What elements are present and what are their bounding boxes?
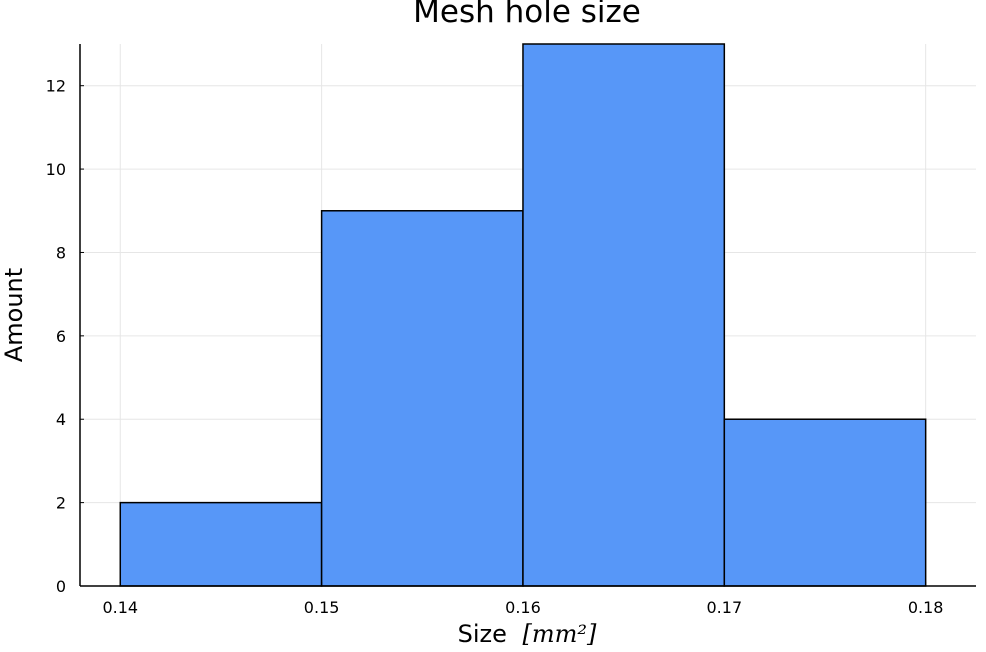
y-tick-label-3: 6: [56, 327, 66, 346]
y-tick-label-1: 2: [56, 494, 66, 513]
histogram-bar-0: [119, 501, 323, 587]
histogram-bar-1: [320, 210, 524, 587]
bars-layer: [119, 43, 927, 587]
y-tick-label-0: 0: [56, 577, 66, 596]
y-tick-label-5: 10: [46, 160, 66, 179]
x-axis-label-text: Size: [458, 620, 507, 648]
y-axis-label: Amount: [0, 268, 28, 362]
x-axis-label-unit: [mm²]: [523, 620, 598, 648]
y-tick-label-6: 12: [46, 77, 66, 96]
x-tick-label-2: 0.16: [505, 598, 541, 617]
ticks-layer: 0.14 0.15 0.16 0.17 0.18 0 2 4 6 8 10 12: [46, 77, 944, 617]
x-tick-label-1: 0.15: [304, 598, 340, 617]
histogram-bar-3: [723, 418, 927, 587]
x-tick-label-3: 0.17: [707, 598, 743, 617]
x-tick-label-4: 0.18: [908, 598, 944, 617]
y-tick-label-4: 8: [56, 243, 66, 262]
axes-layer: [79, 44, 976, 587]
y-tick-label-2: 4: [56, 410, 66, 429]
histogram-bar-2: [522, 43, 726, 587]
chart-title: Mesh hole size: [413, 0, 641, 30]
x-axis-label: Size [mm²]: [458, 620, 597, 648]
x-tick-label-0: 0.14: [102, 598, 138, 617]
